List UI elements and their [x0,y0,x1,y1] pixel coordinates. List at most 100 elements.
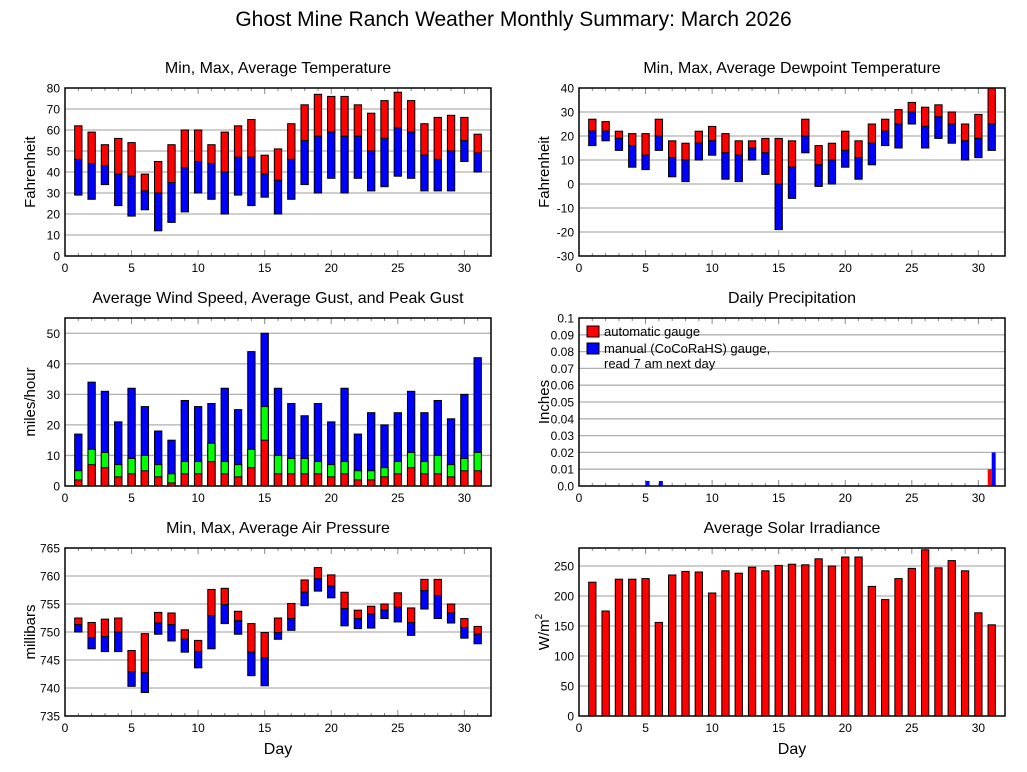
bar-average-segment [313,578,323,592]
bar-average-segment [601,130,610,142]
bar [694,571,703,717]
bar-average-segment [681,159,690,183]
bar-average-wind-speed [446,476,456,487]
x-tick-label: 0 [62,261,69,275]
x-tick-label: 10 [191,491,205,505]
bar-average-wind-speed [247,467,256,487]
y-tick-label: 755 [40,598,60,612]
bar-average-segment [960,140,970,161]
bar-average-segment [327,131,336,179]
bar-average-segment [473,152,482,173]
bar-average-segment [380,609,389,620]
x-tick-label: 15 [772,261,786,275]
x-tick-label: 20 [839,721,853,735]
bar-average-segment [588,130,597,147]
bar-max-segment [207,588,216,617]
bar-average-segment [420,154,429,192]
bar-average-segment [74,624,83,633]
y-tick-label: 735 [40,710,60,724]
bar-average-segment [406,131,416,179]
bar-average-segment [353,618,363,630]
bar-max-segment [446,603,456,614]
y-tick-label: 0.03 [551,429,575,443]
bar-max-segment [854,140,863,159]
bar-average-segment [114,631,123,653]
y-tick-label: 0.06 [551,379,575,393]
bar-max-segment [393,91,402,129]
y-tick-label: 0.09 [551,328,575,342]
bar-average-segment [420,590,429,610]
y-axis-label: Fahrenheit [22,135,39,208]
y-tick-label: -20 [557,226,575,240]
bar-max-segment [327,95,336,133]
y-axis-label: millibars [22,604,39,659]
bar-average-segment [974,137,983,159]
y-axis-label-text: Inches [536,380,553,424]
bar-max-segment [340,95,349,137]
bar-max-segment [287,123,296,160]
bar-max-segment [747,140,757,149]
y-tick-label: 30 [47,187,61,201]
bar-average-segment [154,622,163,635]
y-axis-label: W/m2 [534,613,553,650]
bar-average-wind-speed [207,461,216,487]
bar-max-segment [406,100,416,133]
y-tick-label: 40 [561,82,575,96]
bar-max-segment [801,118,810,137]
legend-label: manual (CoCoRaHS) gauge, [604,341,770,356]
bar-max-segment [987,87,996,125]
bar-average-segment [193,651,203,669]
bar-max-segment [260,154,269,175]
y-tick-label: 70 [47,103,61,117]
bar-average-wind-speed [367,479,376,487]
bar-average-segment [473,633,482,645]
bar-average-segment [446,612,456,624]
bar [734,572,743,717]
bar [761,570,770,717]
bar-average-segment [987,123,996,151]
bar-average-segment [947,123,956,144]
bar-average-wind-speed [87,464,96,487]
bar-average-segment [774,183,783,231]
y-tick-label: 150 [554,620,574,634]
bar-max-segment [140,633,150,674]
x-tick-label: 5 [642,261,649,275]
bar-average-wind-speed [393,473,402,487]
y-axis-label-text: miles/hour [22,367,39,436]
bar-max-segment [920,106,930,127]
x-tick-label: 20 [325,261,339,275]
y-axis-label: miles/hour [22,367,39,436]
bar-max-segment [87,621,96,639]
x-tick-label: 0 [576,261,583,275]
bar-max-segment [74,617,83,626]
y-tick-label: 0.04 [551,412,575,426]
bar-average-wind-speed [406,467,416,487]
bar-average-segment [380,137,389,188]
y-tick-label: 200 [554,590,574,604]
bar-average-segment [193,161,203,194]
bar-average-segment [393,606,402,623]
bar-max-segment [721,133,730,154]
bar [787,563,797,717]
bar-average-segment [100,635,110,653]
bar-max-segment [340,591,349,609]
bar-average-wind-speed [233,476,243,487]
bar-max-segment [393,592,402,608]
bar-average-wind-speed [460,470,469,487]
bar-average-segment [668,157,677,178]
bar-average-segment [707,140,717,156]
plot-frame [64,317,492,487]
bar [974,612,983,717]
wind-chart: Average Wind Speed, Average Gust, and Pe… [22,290,492,505]
bar-average-segment [180,167,189,213]
bar-max-segment [300,579,309,593]
bar-average-segment [801,135,810,154]
bar-average-segment [367,613,376,629]
x-tick-label: 0 [576,721,583,735]
x-tick-label: 20 [839,491,853,505]
bar-average-segment [433,158,442,192]
bar-average-wind-speed [420,473,429,487]
bar-max-segment [641,133,650,156]
bar-average-segment [340,607,349,627]
bar-max-segment [420,578,429,592]
